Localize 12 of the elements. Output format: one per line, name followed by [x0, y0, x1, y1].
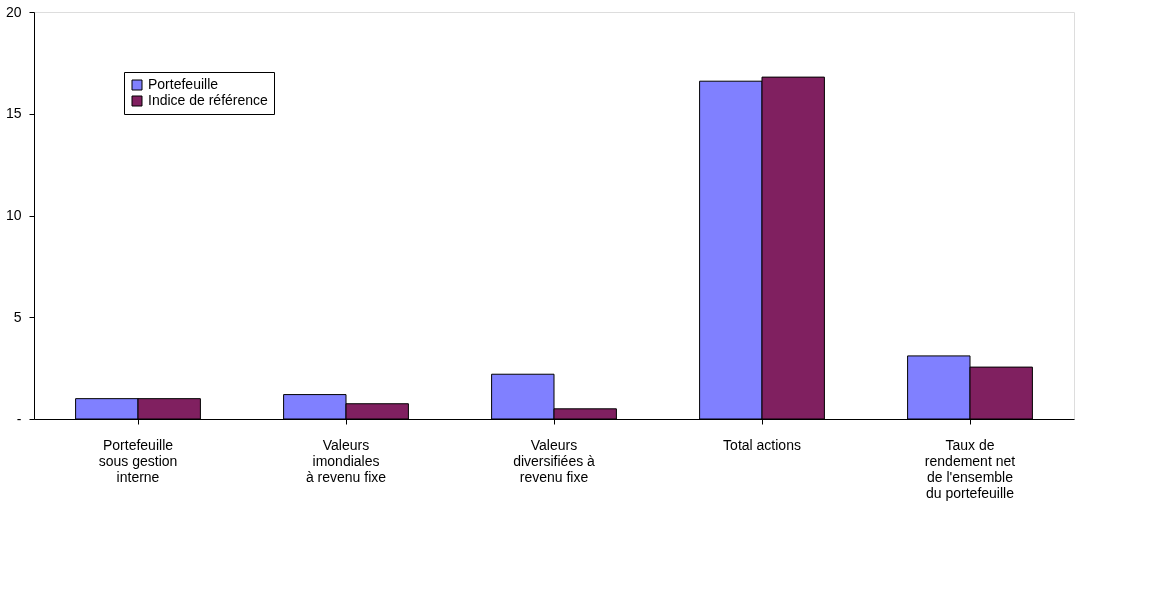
- x-tick-label: Total actions: [723, 436, 801, 453]
- y-tick-label: 10: [5, 207, 22, 223]
- x-tick-label: Portefeuille sous gestion interne: [98, 436, 178, 485]
- x-tick-label: Valeurs imondiales à revenu fixe: [305, 436, 387, 485]
- x-tick-label: Taux de rendement net de l'ensemble du portefeuille: [924, 436, 1016, 501]
- y-tick-label: 15: [5, 105, 22, 122]
- y-tick-label: 5: [13, 308, 22, 325]
- x-tick-label: Valeurs diversifiées à revenu fixe: [513, 436, 596, 485]
- y-tick-label: -: [16, 410, 22, 427]
- legend-label: Portefeuille: [148, 76, 219, 92]
- y-tick-label: 20: [5, 3, 22, 20]
- legend-label: Indice de référence: [148, 92, 269, 108]
